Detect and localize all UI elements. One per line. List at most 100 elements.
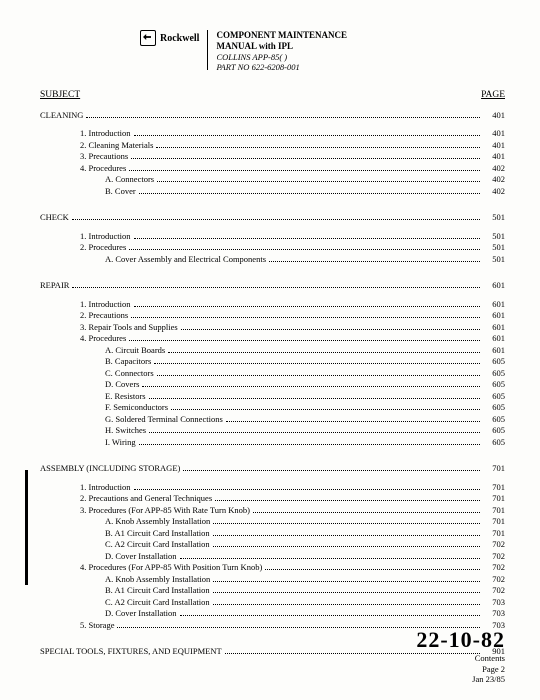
page-ref: 605 <box>483 379 505 389</box>
page-ref: 402 <box>483 186 505 196</box>
leader-dots <box>142 386 480 387</box>
entry-label: 2. Procedures <box>80 242 126 252</box>
page-ref: 501 <box>483 231 505 241</box>
entry-label: D. Cover Installation <box>105 551 177 561</box>
footer-line-3: Jan 23/85 <box>416 674 505 684</box>
leader-dots <box>171 409 480 410</box>
footer-line-1: Contents <box>416 653 505 663</box>
page-header: PAGE <box>481 90 505 100</box>
page-ref: 601 <box>483 310 505 320</box>
section-title-line: CLEANING401 <box>40 110 505 120</box>
toc-entry: 3. Repair Tools and Supplies 601 <box>40 322 505 332</box>
entry-label: 2. Precautions and General Techniques <box>80 493 212 503</box>
entry-label: 3. Repair Tools and Supplies <box>80 322 178 332</box>
section-title-line: ASSEMBLY (INCLUDING STORAGE) 701 <box>40 463 505 473</box>
leader-dots <box>269 261 480 262</box>
toc-entry: 1. Introduction501 <box>40 231 505 241</box>
entry-label: 2. Precautions <box>80 310 128 320</box>
page-ref: 501 <box>483 254 505 264</box>
toc-entry: 3. Precautions 401 <box>40 151 505 161</box>
entry-label: C. A2 Circuit Card Installation <box>105 597 210 607</box>
manual-title-1: COMPONENT MAINTENANCE <box>216 30 347 41</box>
toc-entry: A. Circuit Boards601 <box>40 345 505 355</box>
entry-label: 3. Precautions <box>80 151 128 161</box>
page-ref: 605 <box>483 391 505 401</box>
page-ref: 501 <box>483 242 505 252</box>
doc-number: 22-10-82 <box>416 627 505 653</box>
leader-dots <box>131 158 480 159</box>
toc-entry: B. A1 Circuit Card Installation 702 <box>40 585 505 595</box>
column-headers: SUBJECT PAGE <box>40 90 505 100</box>
section-title-line: REPAIR601 <box>40 280 505 290</box>
page-ref: 401 <box>483 140 505 150</box>
entry-label: H. Switches <box>105 425 146 435</box>
section-title-line: CHECK501 <box>40 212 505 222</box>
leader-dots <box>149 432 480 433</box>
page-ref: 402 <box>483 174 505 184</box>
toc-body: CLEANING401 1. Introduction401 2. Cleaning… <box>40 110 505 672</box>
page-ref: 703 <box>483 608 505 618</box>
leader-dots <box>129 249 480 250</box>
entry-label: B. A1 Circuit Card Installation <box>105 585 210 595</box>
leader-dots <box>149 398 480 399</box>
page-ref: 701 <box>483 482 505 492</box>
toc-entry: B. A1 Circuit Card Installation 701 <box>40 528 505 538</box>
leader-dots <box>180 558 480 559</box>
toc-entry: 2. Precautions 601 <box>40 310 505 320</box>
entry-label: A. Cover Assembly and Electrical Compone… <box>105 254 266 264</box>
entry-label: A. Circuit Boards <box>105 345 165 355</box>
toc-entry: C. A2 Circuit Card Installation702 <box>40 539 505 549</box>
toc-entry: 2. Cleaning Materials 401 <box>40 140 505 150</box>
entry-label: C. Connectors <box>105 368 154 378</box>
manual-title-2: MANUAL with IPL <box>216 41 347 52</box>
page-ref: 401 <box>483 110 505 120</box>
toc-entry: 1. Introduction401 <box>40 128 505 138</box>
toc-entry: C. Connectors605 <box>40 368 505 378</box>
toc-entry: 2. Procedures 501 <box>40 242 505 252</box>
toc-entry: A. Cover Assembly and Electrical Compone… <box>40 254 505 264</box>
toc-entry: B. Cover 402 <box>40 186 505 196</box>
leader-dots <box>157 181 480 182</box>
entry-label: B. Capacitors <box>105 356 151 366</box>
page-ref: 601 <box>483 322 505 332</box>
leader-dots <box>213 581 480 582</box>
page-ref: 501 <box>483 212 505 222</box>
toc-entry: 1. Introduction601 <box>40 299 505 309</box>
leader-dots <box>213 604 480 605</box>
toc-entry: A. Knob Assembly Installation702 <box>40 574 505 584</box>
entry-label: F. Semiconductors <box>105 402 168 412</box>
page-ref: 702 <box>483 551 505 561</box>
section-title: ASSEMBLY (INCLUDING STORAGE) <box>40 463 180 473</box>
page-ref: 701 <box>483 463 505 473</box>
leader-dots <box>157 375 480 376</box>
subject-header: SUBJECT <box>40 90 80 100</box>
entry-label: A. Knob Assembly Installation <box>105 516 210 526</box>
page-ref: 701 <box>483 528 505 538</box>
entry-label: 4. Procedures (For APP-85 With Position … <box>80 562 262 572</box>
toc-entry: D. Cover Installation 702 <box>40 551 505 561</box>
entry-label: B. A1 Circuit Card Installation <box>105 528 210 538</box>
toc-entry: G. Soldered Terminal Connections605 <box>40 414 505 424</box>
toc-entry: B. Capacitors 605 <box>40 356 505 366</box>
entry-label: G. Soldered Terminal Connections <box>105 414 223 424</box>
page-ref: 702 <box>483 585 505 595</box>
leader-dots <box>139 444 480 445</box>
toc-entry: 4. Procedures601 <box>40 333 505 343</box>
leader-dots <box>181 329 480 330</box>
leader-dots <box>213 535 480 536</box>
entry-label: E. Resistors <box>105 391 146 401</box>
entry-label: 2. Cleaning Materials <box>80 140 153 150</box>
page-ref: 601 <box>483 299 505 309</box>
leader-dots <box>215 500 480 501</box>
entry-label: B. Cover <box>105 186 136 196</box>
entry-label: D. Covers <box>105 379 139 389</box>
section-title: SPECIAL TOOLS, FIXTURES, AND EQUIPMENT <box>40 646 222 656</box>
page-ref: 605 <box>483 356 505 366</box>
page-ref: 701 <box>483 505 505 515</box>
page-ref: 401 <box>483 151 505 161</box>
page-ref: 601 <box>483 280 505 290</box>
footer-line-2: Page 2 <box>416 664 505 674</box>
entry-label: 4. Procedures <box>80 333 126 343</box>
toc-entry: C. A2 Circuit Card Installation703 <box>40 597 505 607</box>
page-ref: 702 <box>483 574 505 584</box>
